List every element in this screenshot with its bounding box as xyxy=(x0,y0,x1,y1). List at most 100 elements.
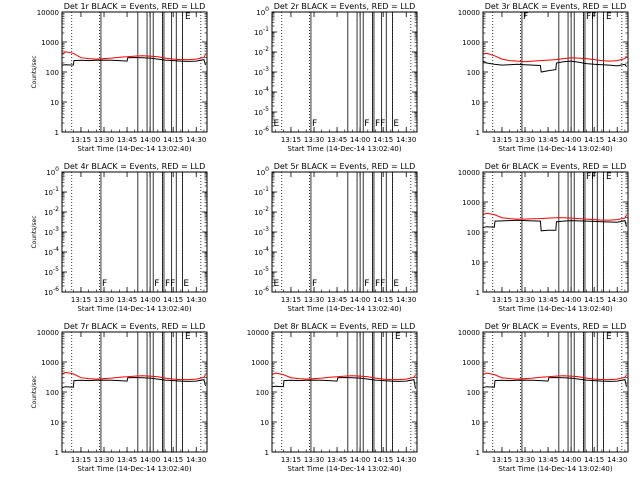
series-lld xyxy=(61,51,206,61)
panel-title: Det 1r BLACK = Events, RED = LLD xyxy=(64,2,206,11)
series-lld xyxy=(482,212,627,221)
panel-title: Det 9r BLACK = Events, RED = LLD xyxy=(485,322,627,331)
x-tick-label: 14:30 xyxy=(396,136,416,144)
x-tick-label: 14:15 xyxy=(584,456,604,464)
flag-label: E xyxy=(185,12,191,22)
x-tick-label: 13:30 xyxy=(94,296,114,304)
panel-title: Det 4r BLACK = Events, RED = LLD xyxy=(64,162,206,171)
series-lld xyxy=(61,371,206,381)
y-axis-label: Counts/sec xyxy=(31,215,38,248)
plot-frame xyxy=(482,11,629,133)
y-tick-label: 10 xyxy=(471,259,480,267)
y-axis-label: Counts/sec xyxy=(31,375,38,408)
x-tick-label: 13:45 xyxy=(327,296,347,304)
flag-label: FF xyxy=(586,12,596,22)
y-tick-label: 10-2 xyxy=(254,46,269,57)
y-tick-label: 1 xyxy=(55,129,59,137)
plot-frame xyxy=(271,171,418,293)
y-tick-label: 10000 xyxy=(458,9,480,17)
panel-title: Det 3r BLACK = Events, RED = LLD xyxy=(485,2,627,11)
series-events xyxy=(271,376,416,389)
y-tick-label: 10-1 xyxy=(254,186,269,197)
y-tick-label: 10-4 xyxy=(254,246,269,257)
series-lld xyxy=(271,372,416,381)
flag-label: F xyxy=(312,119,317,129)
flag-label: FF xyxy=(375,279,385,289)
x-axis-label: Start Time (14-Dec-14 13:02:40) xyxy=(287,145,401,153)
panel-9: Det 9r BLACK = Events, RED = LLD 1 10 100 10… xyxy=(458,322,629,473)
x-tick-label: 14:00 xyxy=(140,136,160,144)
x-tick-label: 13:45 xyxy=(538,136,558,144)
x-tick-label: 14:00 xyxy=(140,456,160,464)
x-tick-label: 13:30 xyxy=(304,456,324,464)
y-tick-label: 10-3 xyxy=(254,66,269,77)
panel-title: Det 2r BLACK = Events, RED = LLD xyxy=(274,2,416,11)
x-tick-label: 14:15 xyxy=(163,456,183,464)
y-tick-label: 1 xyxy=(55,449,59,457)
x-tick-label: 14:30 xyxy=(607,296,627,304)
x-tick-label: 13:15 xyxy=(492,136,512,144)
y-tick-label: 10 xyxy=(50,99,59,107)
flag-label: F xyxy=(312,279,317,289)
y-tick-label: 1 xyxy=(476,449,480,457)
x-tick-label: 13:15 xyxy=(281,456,301,464)
flag-label: E xyxy=(606,172,612,182)
y-tick-label: 100 xyxy=(467,389,480,397)
plot-frame xyxy=(271,11,418,133)
x-tick-label: 14:15 xyxy=(373,296,393,304)
y-tick-label: 10-4 xyxy=(254,86,269,97)
y-tick-label: 100 xyxy=(46,389,59,397)
y-tick-label: 10 xyxy=(471,99,480,107)
y-tick-label: 10-6 xyxy=(254,126,269,137)
y-tick-label: 1000 xyxy=(462,359,480,367)
flag-label: E xyxy=(395,332,401,342)
x-axis-label: Start Time (14-Dec-14 13:02:40) xyxy=(498,305,612,313)
y-tick-label: 100 xyxy=(46,166,59,177)
x-tick-label: 14:00 xyxy=(350,136,370,144)
y-tick-label: 1000 xyxy=(41,359,59,367)
flag-label: E xyxy=(274,279,280,289)
x-tick-label: 14:30 xyxy=(186,136,206,144)
x-tick-label: 14:15 xyxy=(373,136,393,144)
y-tick-label: 10-5 xyxy=(254,106,269,117)
y-tick-label: 100 xyxy=(256,6,269,17)
y-tick-label: 1000 xyxy=(462,199,480,207)
flag-label: E xyxy=(393,119,399,129)
x-tick-label: 14:15 xyxy=(163,136,183,144)
plot-frame xyxy=(61,331,208,453)
x-tick-label: 14:00 xyxy=(350,296,370,304)
x-tick-label: 13:30 xyxy=(94,136,114,144)
flag-label: E xyxy=(606,332,612,342)
y-tick-label: 1 xyxy=(476,289,480,297)
x-tick-label: 13:45 xyxy=(117,296,137,304)
plot-frame xyxy=(271,331,418,453)
y-tick-label: 10 xyxy=(260,419,269,427)
x-tick-label: 13:45 xyxy=(117,136,137,144)
x-tick-label: 13:15 xyxy=(492,296,512,304)
x-tick-label: 14:30 xyxy=(607,136,627,144)
x-tick-label: 14:00 xyxy=(561,456,581,464)
y-tick-label: 10-2 xyxy=(44,206,59,217)
y-tick-label: 1000 xyxy=(251,359,269,367)
x-axis-label: Start Time (14-Dec-14 13:02:40) xyxy=(498,465,612,473)
y-tick-label: 10-6 xyxy=(254,286,269,297)
flag-label: E xyxy=(274,119,280,129)
x-tick-label: 14:00 xyxy=(561,296,581,304)
x-axis-label: Start Time (14-Dec-14 13:02:40) xyxy=(287,305,401,313)
x-tick-label: 14:30 xyxy=(396,456,416,464)
x-tick-label: 13:45 xyxy=(327,456,347,464)
y-tick-label: 10-1 xyxy=(254,26,269,37)
y-tick-label: 10000 xyxy=(37,9,59,17)
x-tick-label: 13:15 xyxy=(71,136,91,144)
x-tick-label: 13:30 xyxy=(515,296,535,304)
plot-frame xyxy=(61,171,208,293)
x-tick-label: 13:15 xyxy=(71,296,91,304)
x-tick-label: 13:45 xyxy=(327,136,347,144)
x-tick-label: 14:15 xyxy=(584,296,604,304)
flag-label: FF xyxy=(375,119,385,129)
y-tick-label: 10000 xyxy=(458,169,480,177)
panel-2: Det 2r BLACK = Events, RED = LLD 10-6 10-5… xyxy=(254,2,418,153)
x-tick-label: 13:15 xyxy=(492,456,512,464)
flag-label: E xyxy=(393,279,399,289)
x-tick-label: 13:45 xyxy=(117,456,137,464)
